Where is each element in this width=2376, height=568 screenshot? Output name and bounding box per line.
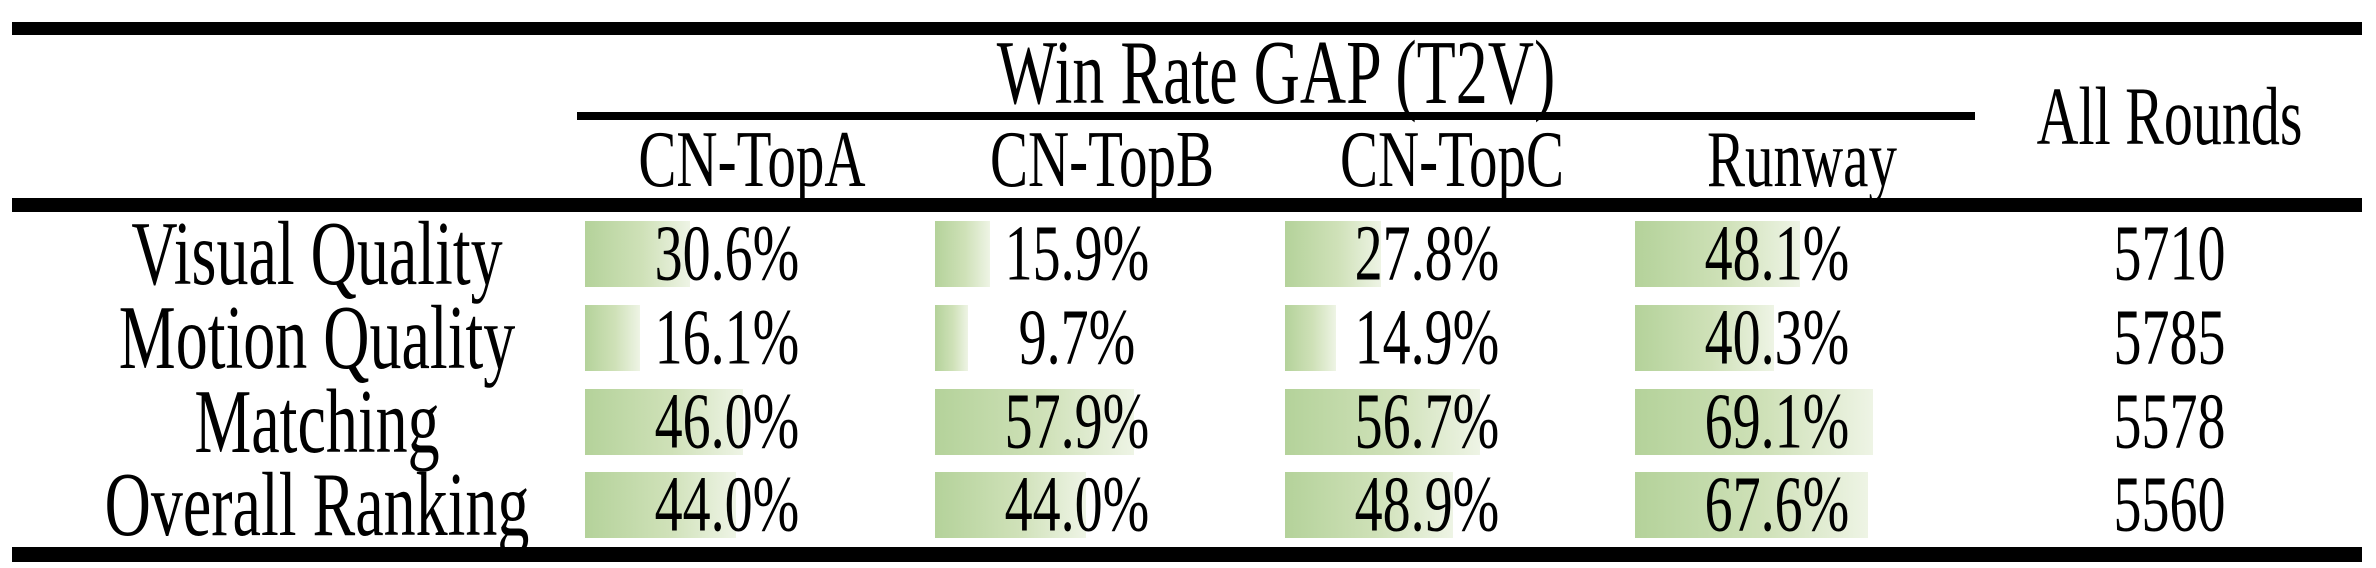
table-row-motion-quality: Motion Quality 16.1% 9.7% 14.9% 40.3% 57… xyxy=(0,292,2376,383)
win-rate-cell: 44.0% xyxy=(577,463,927,547)
win-rate-bar xyxy=(935,305,969,371)
win-rate-value: 14.9% xyxy=(1354,293,1500,383)
win-rate-cell: 56.7% xyxy=(1277,380,1627,464)
column-header-label: CN-TopA xyxy=(638,114,866,204)
column-header-all-rounds: All Rounds xyxy=(1977,35,2362,198)
column-header-label: CN-TopB xyxy=(989,114,1215,204)
win-rate-cell: 30.6% xyxy=(577,212,927,296)
column-header-label: CN-TopC xyxy=(1339,114,1565,204)
all-rounds-cell: 5560 xyxy=(1977,463,2362,547)
win-rate-cell: 9.7% xyxy=(927,296,1277,380)
win-rate-bar xyxy=(1635,305,1774,371)
win-rate-value: 16.1% xyxy=(654,293,800,383)
all-rounds-cell: 5578 xyxy=(1977,380,2362,464)
win-rate-value: 44.0% xyxy=(654,460,800,550)
column-header-cn-topa: CN-TopA xyxy=(577,114,927,204)
win-rate-value: 48.9% xyxy=(1354,460,1500,550)
win-rate-bar xyxy=(1635,472,1868,538)
win-rate-cell: 14.9% xyxy=(1277,296,1627,380)
column-header-cn-topc: CN-TopC xyxy=(1277,114,1627,204)
win-rate-bar xyxy=(1285,472,1454,538)
table-row-overall-ranking: Overall Ranking 44.0% 44.0% 48.9% 67.6% … xyxy=(0,459,2376,550)
win-rate-cell: 40.3% xyxy=(1627,296,1977,380)
row-label-text: Overall Ranking xyxy=(104,453,530,555)
all-rounds-header-label: All Rounds xyxy=(2036,69,2303,162)
table-rule-group-underline xyxy=(577,112,1975,120)
win-rate-value: 69.1% xyxy=(1704,377,1850,467)
win-rate-bar xyxy=(1635,389,1873,455)
win-rate-bar xyxy=(935,221,990,287)
all-rounds-value: 5560 xyxy=(2113,460,2226,550)
all-rounds-value: 5785 xyxy=(2113,293,2226,383)
group-header-label: Win Rate GAP (T2V) xyxy=(996,21,1556,123)
win-rate-value: 15.9% xyxy=(1004,209,1150,299)
table-row-matching: Matching 46.0% 57.9% 56.7% 69.1% 5578 xyxy=(0,376,2376,467)
win-rate-cell: 69.1% xyxy=(1627,380,1977,464)
win-rate-cell: 48.1% xyxy=(1627,212,1977,296)
all-rounds-value: 5710 xyxy=(2113,209,2226,299)
win-rate-value: 48.1% xyxy=(1704,209,1850,299)
all-rounds-value: 5578 xyxy=(2113,377,2226,467)
row-label: Visual Quality xyxy=(12,208,577,299)
win-rate-cell: 46.0% xyxy=(577,380,927,464)
win-rate-cell: 67.6% xyxy=(1627,463,1977,547)
row-label: Matching xyxy=(12,376,577,467)
win-rate-bar xyxy=(585,472,737,538)
win-rate-cell: 27.8% xyxy=(1277,212,1627,296)
win-rate-bar xyxy=(1285,389,1481,455)
row-label-text: Visual Quality xyxy=(131,202,503,304)
win-rate-cell: 44.0% xyxy=(927,463,1277,547)
row-label: Overall Ranking xyxy=(12,459,577,550)
win-rate-bar xyxy=(585,389,744,455)
win-rate-bar xyxy=(1285,305,1337,371)
win-rate-bar xyxy=(1285,221,1381,287)
win-rate-cell: 15.9% xyxy=(927,212,1277,296)
row-label: Motion Quality xyxy=(12,292,577,383)
win-rate-value: 40.3% xyxy=(1704,293,1850,383)
table-rule-bottom xyxy=(12,547,2362,562)
column-header-cn-topb: CN-TopB xyxy=(927,114,1277,204)
win-rate-value: 27.8% xyxy=(1354,209,1500,299)
win-rate-value: 56.7% xyxy=(1354,377,1500,467)
win-rate-bar xyxy=(935,389,1135,455)
table-rule-top xyxy=(12,22,2362,35)
win-rate-bar xyxy=(585,305,641,371)
table-row-visual-quality: Visual Quality 30.6% 15.9% 27.8% 48.1% 5… xyxy=(0,208,2376,299)
column-header-label: Runway xyxy=(1707,114,1897,204)
row-label-text: Matching xyxy=(194,370,440,472)
win-rate-bar xyxy=(935,472,1087,538)
group-header-win-rate-gap: Win Rate GAP (T2V) xyxy=(577,26,1975,117)
table-rule-header-bottom xyxy=(12,198,2362,212)
win-rate-value: 67.6% xyxy=(1704,460,1850,550)
win-rate-value: 30.6% xyxy=(654,209,800,299)
win-rate-value: 44.0% xyxy=(1004,460,1150,550)
all-rounds-cell: 5785 xyxy=(1977,296,2362,380)
column-header-runway: Runway xyxy=(1627,114,1977,204)
row-label-text: Motion Quality xyxy=(118,286,516,388)
win-rate-bar xyxy=(585,221,691,287)
win-rate-value: 57.9% xyxy=(1004,377,1150,467)
win-rate-value: 46.0% xyxy=(654,377,800,467)
win-rate-cell: 16.1% xyxy=(577,296,927,380)
win-rate-value: 9.7% xyxy=(1018,293,1136,383)
win-rate-cell: 57.9% xyxy=(927,380,1277,464)
win-rate-cell: 48.9% xyxy=(1277,463,1627,547)
all-rounds-cell: 5710 xyxy=(1977,212,2362,296)
win-rate-bar xyxy=(1635,221,1801,287)
